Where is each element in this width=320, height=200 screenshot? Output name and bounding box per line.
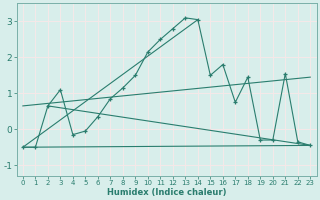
X-axis label: Humidex (Indice chaleur): Humidex (Indice chaleur) — [107, 188, 226, 197]
